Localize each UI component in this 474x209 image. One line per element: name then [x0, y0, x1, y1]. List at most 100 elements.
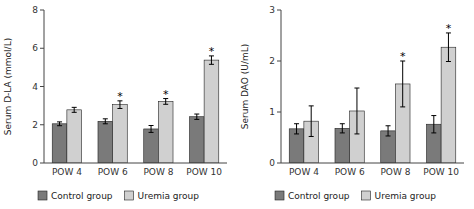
legend-label: Uremia group [138, 191, 200, 201]
x-axis-line [281, 163, 464, 164]
y-tick-label: 2 [269, 56, 275, 66]
error-cap [57, 125, 62, 126]
y-tick [40, 163, 44, 164]
y-tick-label: 3 [269, 5, 275, 15]
y-tick-label: 6 [32, 43, 38, 53]
error-cap [340, 132, 345, 133]
error-cap [354, 133, 359, 134]
y-tick [277, 10, 281, 11]
x-tick-label: POW 8 [380, 167, 410, 177]
error-bar [386, 126, 391, 136]
error-cap [386, 125, 391, 126]
x-tick-label: POW 4 [52, 167, 82, 177]
error-cap [117, 108, 122, 109]
bar [381, 131, 396, 163]
x-tick-label: POW 6 [335, 167, 365, 177]
error-line [311, 106, 312, 137]
y-axis-label: Serum D-LA (mmol/L) [3, 38, 13, 135]
error-cap [194, 114, 199, 115]
error-bar [57, 122, 62, 126]
error-bar [340, 124, 345, 133]
y-tick [40, 48, 44, 49]
bar [113, 105, 128, 163]
error-line [433, 116, 434, 133]
error-bar [149, 126, 154, 133]
y-tick [40, 124, 44, 125]
bar [189, 117, 204, 163]
error-line [59, 122, 60, 126]
legend-swatch [38, 191, 47, 200]
error-bar [72, 107, 77, 112]
error-cap [446, 61, 451, 62]
error-cap [309, 105, 314, 106]
bar [144, 129, 159, 163]
error-cap [194, 119, 199, 120]
bar [335, 128, 350, 163]
figure: 02468Serum D-LA (mmol/L)POW 4POW 6POW 8P… [0, 0, 474, 209]
y-tick [277, 163, 281, 164]
error-cap [294, 123, 299, 124]
error-line [105, 119, 106, 124]
legend-label: Control group [288, 191, 350, 201]
panel: 02468Serum D-LA (mmol/L)POW 4POW 6POW 8P… [3, 5, 227, 201]
error-cap [309, 136, 314, 137]
error-bar [309, 106, 314, 137]
error-cap [149, 132, 154, 133]
y-axis-label: Serum DAO (U/mL) [240, 44, 250, 129]
error-cap [294, 133, 299, 134]
legend: Control groupUremia group [275, 191, 436, 201]
error-line [356, 88, 357, 134]
legend-swatch [125, 191, 134, 200]
y-tick [40, 86, 44, 87]
error-bar [431, 116, 436, 133]
x-tick-label: POW 10 [186, 167, 222, 177]
error-cap [149, 125, 154, 126]
annotation: * [400, 50, 406, 63]
error-cap [386, 135, 391, 136]
panel: 0123Serum DAO (U/mL)POW 4POW 6POW 8POW 1… [240, 5, 464, 201]
bar [158, 101, 173, 163]
annotation: * [209, 45, 215, 58]
bar [98, 121, 113, 163]
legend-swatch [362, 191, 371, 200]
error-bar [294, 124, 299, 134]
x-tick-label: POW 10 [423, 167, 459, 177]
error-cap [431, 132, 436, 133]
error-cap [72, 107, 77, 108]
error-cap [431, 115, 436, 116]
y-axis-line [281, 10, 282, 163]
error-line [196, 114, 197, 119]
legend-swatch [275, 191, 284, 200]
annotation: * [163, 88, 169, 101]
y-tick [277, 61, 281, 62]
error-bar [354, 88, 359, 134]
marks [289, 33, 456, 163]
error-cap [103, 123, 108, 124]
error-line [448, 33, 449, 62]
error-cap [400, 106, 405, 107]
y-tick-label: 0 [32, 158, 38, 168]
y-tick-label: 0 [269, 158, 275, 168]
legend: Control groupUremia group [38, 191, 199, 201]
error-line [388, 126, 389, 136]
error-line [342, 124, 343, 133]
y-tick-label: 2 [32, 120, 38, 130]
y-tick [277, 112, 281, 113]
y-tick-label: 4 [32, 82, 38, 92]
bar [441, 47, 456, 163]
x-tick-label: POW 4 [289, 167, 319, 177]
annotation: * [446, 22, 452, 35]
bar [52, 124, 67, 163]
error-line [74, 107, 75, 112]
error-cap [72, 112, 77, 113]
marks [52, 56, 219, 163]
error-line [402, 61, 403, 107]
error-line [151, 126, 152, 133]
y-axis-line [44, 10, 45, 163]
error-cap [340, 123, 345, 124]
error-bar [194, 114, 199, 119]
bar [204, 60, 219, 163]
x-axis-line [44, 163, 227, 164]
error-bar [103, 119, 108, 124]
error-cap [209, 64, 214, 65]
